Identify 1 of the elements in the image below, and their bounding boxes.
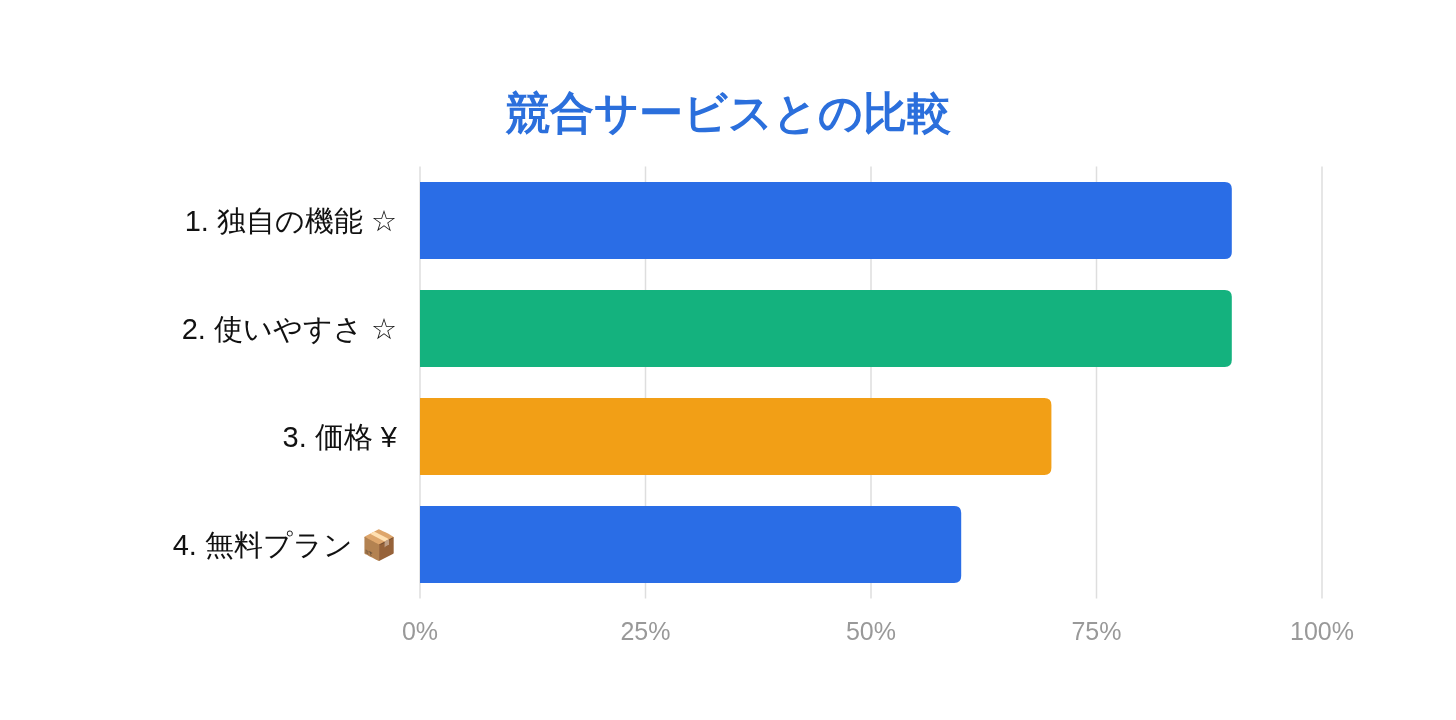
title: 競合サービスとの比較: [505, 88, 951, 137]
